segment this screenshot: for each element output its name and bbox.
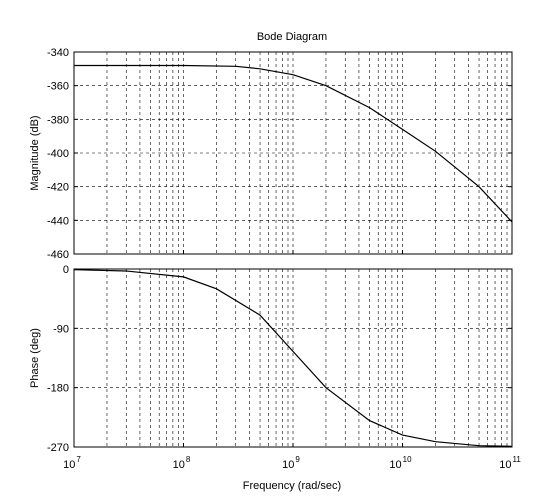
magnitude-y-axis-label: Magnitude (dB) bbox=[29, 115, 41, 190]
phase-ytick-label: -180 bbox=[47, 383, 69, 395]
x-tick-label: 1010 bbox=[389, 455, 412, 471]
phase-plot-area bbox=[73, 268, 513, 448]
phase-ytick-label: 0 bbox=[63, 264, 69, 276]
chart-title: Bode Diagram bbox=[257, 31, 327, 43]
x-tick-label: 109 bbox=[282, 455, 300, 471]
phase-curve bbox=[73, 269, 513, 447]
phase-y-axis-label: Phase (deg) bbox=[29, 328, 41, 388]
phase-panel: 0 -90 -180 -270 Phase (deg) bbox=[29, 264, 513, 454]
magnitude-ytick-label: -380 bbox=[47, 114, 69, 126]
magnitude-panel: -340 -360 -380 -400 -420 -440 -460 Magnitude (… bbox=[29, 47, 513, 261]
magnitude-curve bbox=[74, 64, 513, 223]
x-tick-label: 108 bbox=[173, 455, 191, 471]
magnitude-ytick-label: -360 bbox=[47, 81, 69, 93]
magnitude-ytick-label: -440 bbox=[47, 215, 69, 227]
magnitude-ytick-label: -400 bbox=[47, 148, 69, 160]
magnitude-ytick-label: -420 bbox=[47, 182, 69, 194]
phase-ytick-label: -270 bbox=[47, 442, 69, 454]
x-axis-label: Frequency (rad/sec) bbox=[243, 480, 341, 492]
magnitude-ytick-label: -460 bbox=[47, 249, 69, 261]
phase-ytick-label: -90 bbox=[53, 323, 69, 335]
x-tick-label: 107 bbox=[63, 455, 81, 471]
x-tick-label: 1011 bbox=[499, 455, 521, 471]
magnitude-ytick-label: -340 bbox=[47, 47, 69, 59]
